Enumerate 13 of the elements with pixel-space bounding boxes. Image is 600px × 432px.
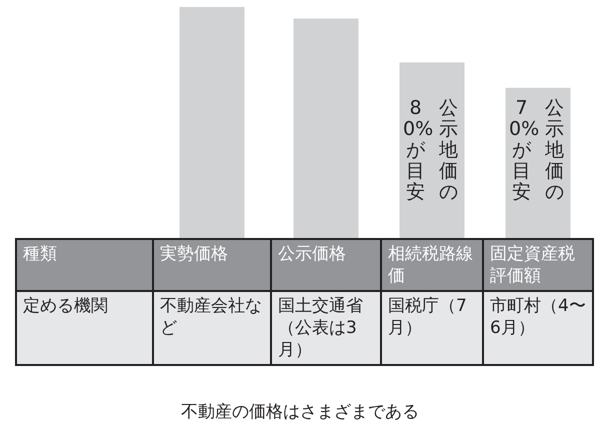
x-tick-label: 相続税路線価	[381, 239, 483, 291]
text: 不動産の価格はさまざまである	[180, 401, 420, 423]
text: 公示地価の70%が目安	[509, 97, 564, 203]
x-tick-label: 公示価格	[271, 239, 381, 291]
text: 定める機関	[16, 291, 153, 365]
x-tick-label: 実勢価格	[153, 239, 271, 291]
text: 市町村（4〜6月）	[483, 291, 593, 365]
text: 種類	[16, 239, 153, 291]
text: 公示地価の80%が目安	[403, 97, 458, 203]
x-tick-label: 固定資産税評価額	[483, 239, 593, 291]
text: 国税庁（7月）	[381, 291, 483, 365]
text: 不動産会社など	[153, 291, 271, 365]
text: 国土交通省（公表は3月）	[271, 291, 381, 365]
